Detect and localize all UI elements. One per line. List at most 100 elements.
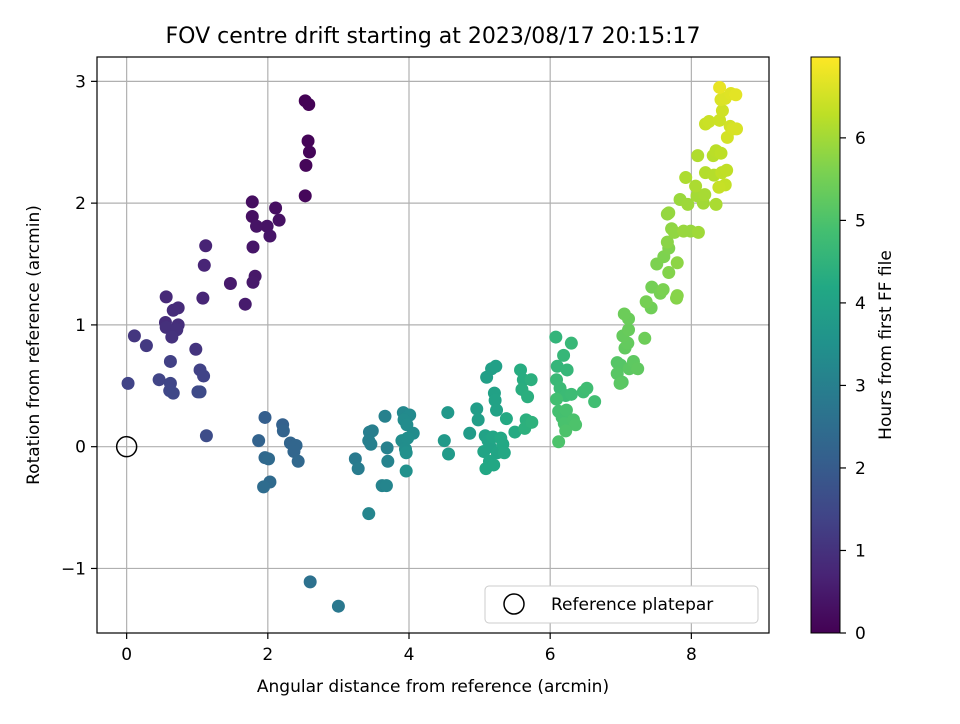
data-point — [299, 158, 313, 172]
data-point — [246, 240, 260, 254]
data-point — [487, 458, 501, 472]
data-point — [720, 163, 734, 177]
data-point — [401, 431, 415, 445]
data-point — [471, 413, 485, 427]
chart-title: FOV centre drift starting at 2023/08/17 … — [166, 24, 701, 49]
data-point — [557, 348, 571, 362]
data-point — [331, 599, 345, 613]
y-tick-label: 2 — [75, 194, 86, 214]
data-point — [490, 403, 504, 417]
data-points — [121, 80, 744, 613]
plot-frame — [96, 56, 770, 634]
legend-marker-icon — [503, 593, 525, 615]
data-point — [302, 97, 316, 111]
data-point — [494, 431, 508, 445]
data-point — [159, 320, 173, 334]
data-point — [199, 429, 213, 443]
data-point — [291, 454, 305, 468]
y-tick-label: 1 — [75, 316, 86, 336]
data-point — [670, 256, 684, 270]
data-point — [364, 437, 378, 451]
data-point — [302, 145, 316, 159]
data-point — [298, 189, 312, 203]
data-point — [351, 462, 365, 476]
data-point — [276, 424, 290, 438]
data-point — [564, 387, 578, 401]
data-point — [499, 412, 513, 426]
y-tick-label: −1 — [61, 559, 86, 579]
y-axis: −1 0 1 2 3 — [61, 72, 97, 579]
data-point — [301, 134, 315, 148]
data-point — [263, 229, 277, 243]
data-point — [197, 369, 211, 383]
data-point — [193, 385, 207, 399]
data-point — [662, 206, 676, 220]
colorbar: 0 1 2 3 4 5 6 Hours from first FF file — [810, 56, 896, 644]
data-point — [189, 342, 203, 356]
data-point — [714, 146, 728, 160]
data-point — [442, 447, 456, 461]
legend-entry-label: Reference platepar — [551, 595, 713, 615]
data-point — [246, 275, 260, 289]
data-point — [730, 122, 744, 136]
data-point — [441, 406, 455, 420]
colorbar-ticks: 0 1 2 3 4 5 6 — [840, 129, 866, 644]
data-point — [588, 395, 602, 409]
data-point — [379, 479, 393, 493]
data-point — [121, 376, 135, 390]
data-point — [660, 235, 674, 249]
data-point — [713, 113, 727, 127]
data-point — [525, 415, 539, 429]
data-point — [549, 330, 563, 344]
data-point — [257, 480, 271, 494]
data-point — [656, 283, 670, 297]
colorbar-gradient — [810, 56, 841, 634]
data-point — [399, 446, 413, 460]
data-point — [380, 441, 394, 455]
colorbar-tick-label: 3 — [855, 376, 866, 396]
colorbar-tick-label: 4 — [855, 294, 866, 314]
data-point — [165, 330, 179, 344]
data-point — [712, 180, 726, 194]
x-tick-label: 0 — [121, 645, 132, 665]
data-point — [662, 266, 676, 280]
data-point — [569, 418, 583, 432]
data-point — [691, 225, 705, 239]
data-point — [552, 435, 566, 449]
data-point — [199, 239, 213, 253]
colorbar-label: Hours from first FF file — [876, 250, 896, 440]
data-point — [399, 464, 413, 478]
data-point — [514, 363, 528, 377]
data-point — [564, 336, 578, 350]
data-point — [245, 210, 259, 224]
data-point — [698, 188, 712, 202]
y-tick-label: 3 — [75, 72, 86, 92]
data-point — [715, 104, 729, 118]
data-point — [713, 80, 727, 94]
x-tick-label: 4 — [404, 645, 415, 665]
y-axis-label: Rotation from reference (arcmin) — [24, 205, 44, 485]
data-point — [362, 507, 376, 521]
data-point — [378, 409, 392, 423]
data-point — [489, 359, 503, 373]
reference-platepar-marker — [115, 435, 138, 458]
x-tick-label: 2 — [262, 645, 273, 665]
grid-lines — [97, 57, 769, 633]
data-point — [559, 403, 573, 417]
colorbar-tick-label: 5 — [855, 211, 866, 231]
data-point — [559, 424, 573, 438]
data-point — [223, 277, 237, 291]
legend: Reference platepar — [484, 585, 759, 624]
x-tick-label: 8 — [686, 645, 697, 665]
data-point — [613, 376, 627, 390]
data-point — [252, 434, 266, 448]
data-point — [560, 363, 574, 377]
data-point — [622, 323, 636, 337]
data-point — [638, 331, 652, 345]
data-point — [470, 402, 484, 416]
data-point — [127, 329, 141, 343]
data-point — [196, 291, 210, 305]
data-point — [631, 362, 645, 376]
